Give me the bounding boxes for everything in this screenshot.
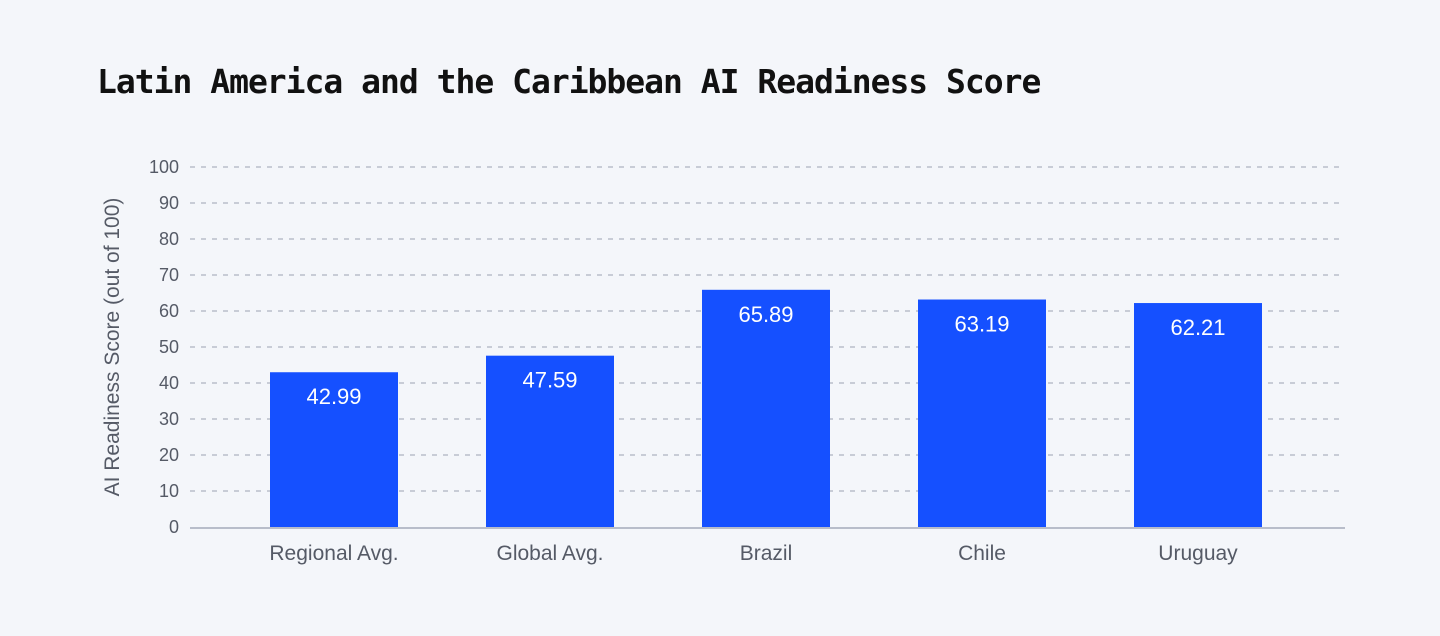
y-tick-label: 60	[159, 301, 179, 321]
bar	[702, 289, 830, 527]
y-tick-label: 100	[149, 157, 179, 177]
y-tick-label: 10	[159, 481, 179, 501]
y-tick-label: 80	[159, 229, 179, 249]
x-tick-label: Chile	[958, 542, 1006, 565]
data-label: 62.21	[1170, 315, 1225, 340]
x-tick-label: Global Avg.	[496, 542, 603, 565]
data-label: 63.19	[954, 312, 1009, 337]
bar	[918, 299, 1046, 527]
x-tick-label: Uruguay	[1158, 542, 1238, 565]
data-label: 42.99	[306, 384, 361, 409]
bar	[486, 355, 614, 527]
y-tick-label: 50	[159, 337, 179, 357]
y-tick-label: 70	[159, 265, 179, 285]
y-tick-label: 40	[159, 373, 179, 393]
bar	[270, 372, 398, 527]
y-tick-label: 30	[159, 409, 179, 429]
bar	[1134, 303, 1262, 527]
x-tick-label: Regional Avg.	[269, 542, 398, 565]
y-tick-label: 90	[159, 193, 179, 213]
data-label: 65.89	[738, 302, 793, 327]
chart-title: Latin America and the Caribbean AI Readi…	[97, 62, 1041, 101]
y-tick-label: 0	[169, 517, 179, 537]
data-label: 47.59	[522, 368, 577, 393]
y-tick-label: 20	[159, 445, 179, 465]
x-tick-label: Brazil	[740, 542, 793, 565]
y-axis-label: AI Readiness Score (out of 100)	[101, 198, 124, 497]
